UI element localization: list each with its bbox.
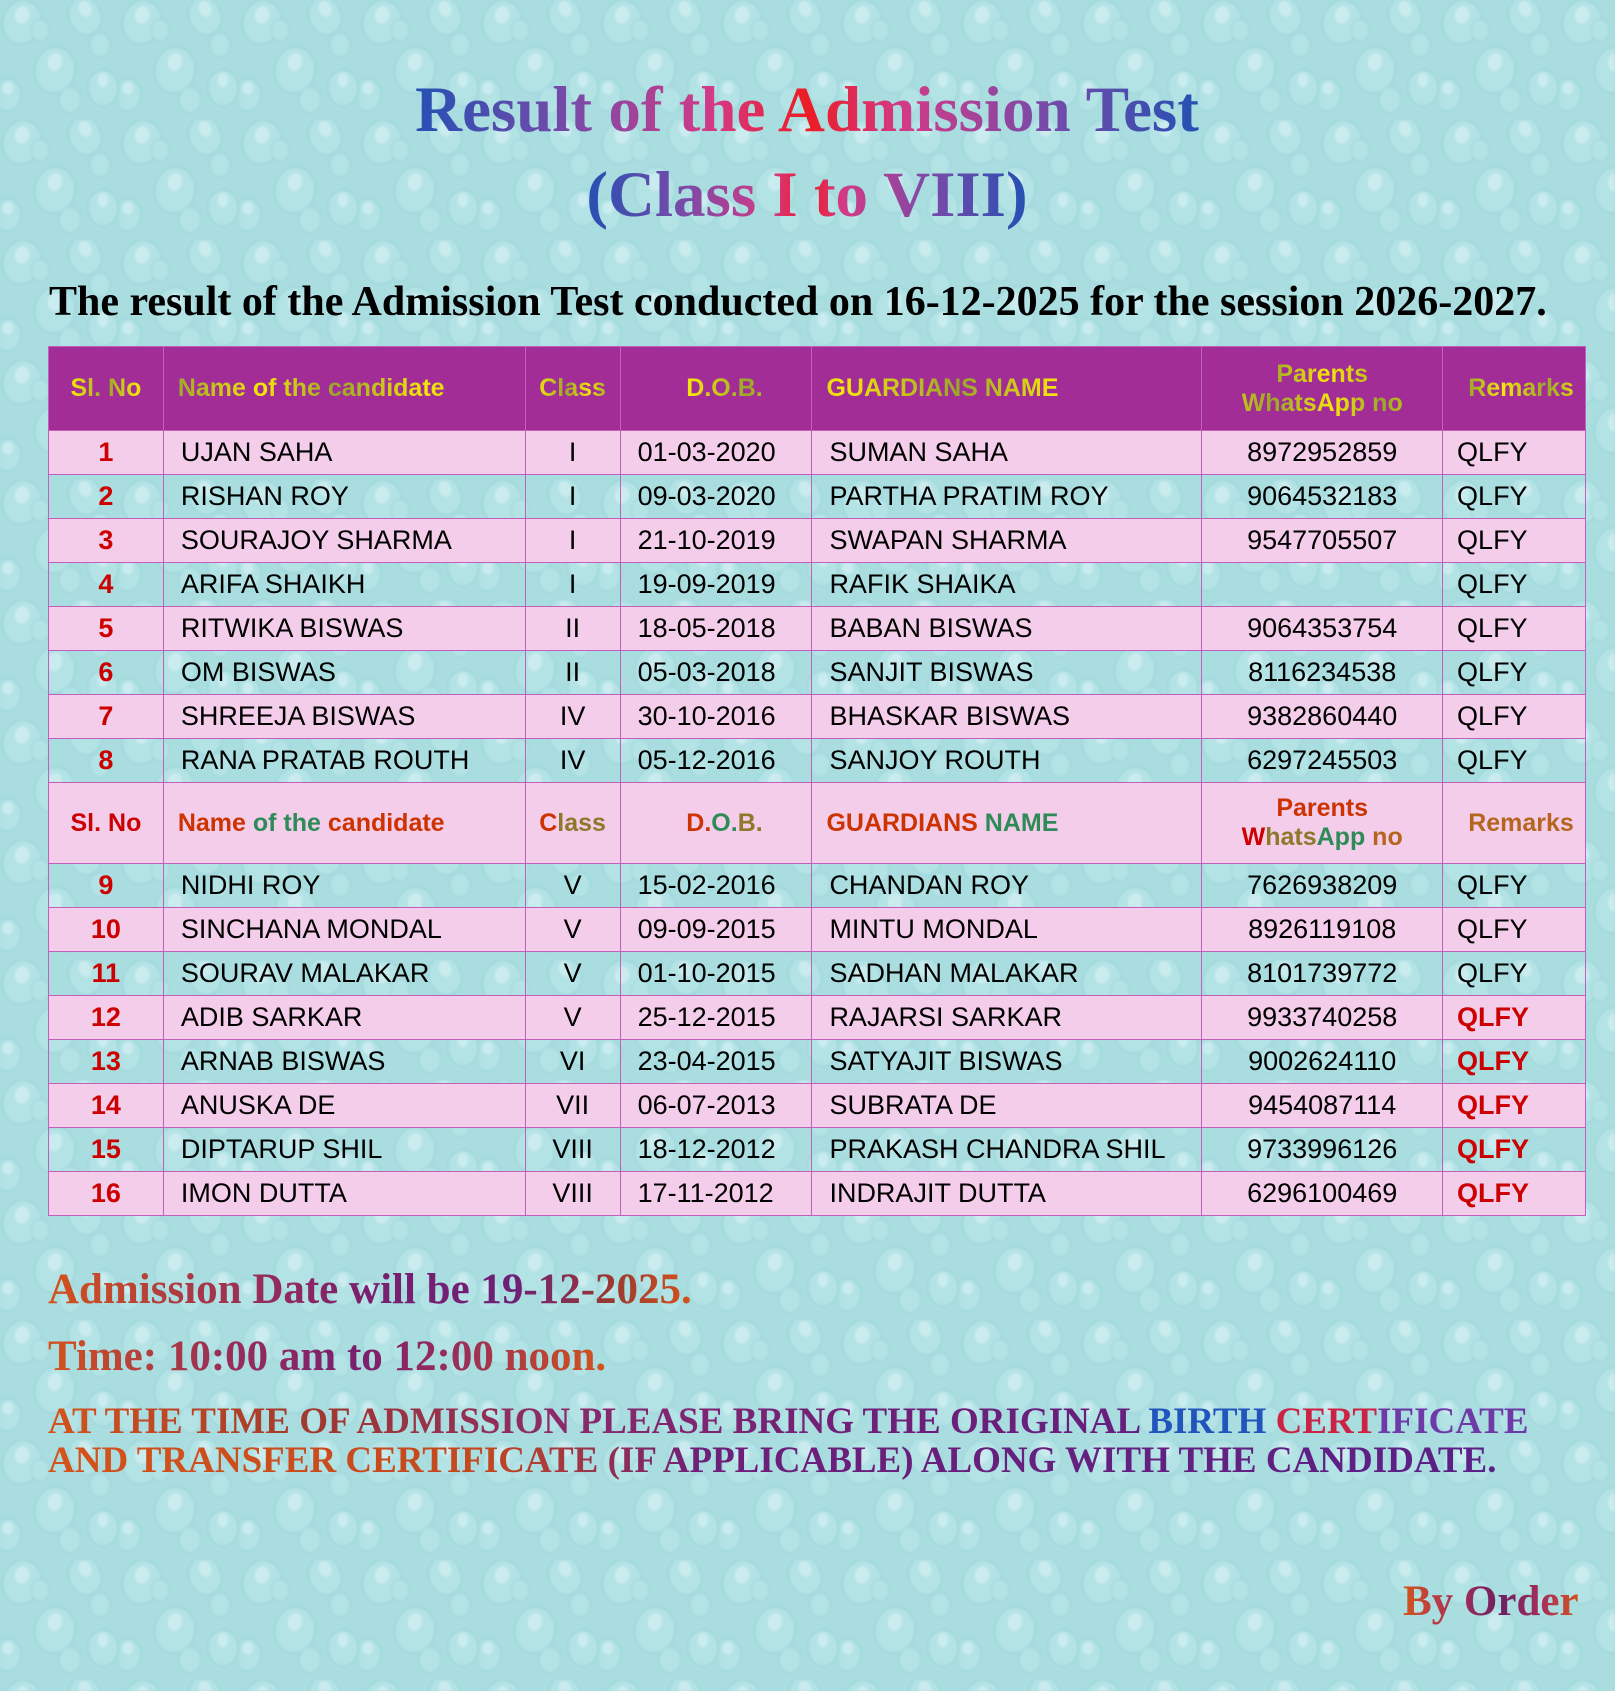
svg-text:Time: 10:00 am to 12:00 noon.: Time: 10:00 am to 12:00 noon. (48, 1333, 606, 1380)
svg-text:AND TRANSFER CERTIFICATE (IF A: AND TRANSFER CERTIFICATE (IF APPLICABLE)… (48, 1440, 1496, 1481)
svg-text:Admission Date will be 19-12-2: Admission Date will be 19-12-2025. (48, 1266, 692, 1313)
svg-text:AT THE TIME OF ADMISSION PLEAS: AT THE TIME OF ADMISSION PLEASE BRING TH… (48, 1401, 1529, 1442)
svg-text:(Class I to VIII): (Class I to VIII) (586, 159, 1027, 231)
svg-text:By Order: By Order (1403, 1578, 1579, 1625)
svg-text:Result of the Admission Test: Result of the Admission Test (415, 74, 1199, 146)
